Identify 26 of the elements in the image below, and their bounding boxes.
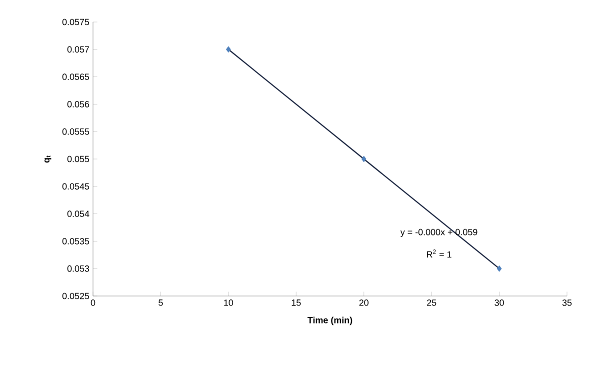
x-tick-label: 0 xyxy=(90,300,96,306)
annotation: y = -0.000x + 0.059 xyxy=(400,228,478,238)
y-tick-label: 0.056 xyxy=(67,101,90,108)
x-tick-label: 15 xyxy=(292,300,301,306)
x-tick-label: 20 xyxy=(359,300,368,306)
y-tick-label: 0.0575 xyxy=(62,18,90,26)
y-tick-label: 0.0565 xyxy=(62,74,90,80)
x-tick-label: 5 xyxy=(158,300,163,306)
x-tick-label: 30 xyxy=(494,300,504,306)
annotation: R$^{2}$ = 1 xyxy=(427,250,452,258)
y-tick-label: 0.057 xyxy=(67,46,90,53)
y-axis-title: q$_{t}$ xyxy=(44,156,52,163)
y-tick-label: 0.0525 xyxy=(62,292,90,300)
y-tick-label: 0.0535 xyxy=(62,238,90,244)
x-tick-label: 25 xyxy=(427,300,436,306)
point xyxy=(361,156,366,162)
y-tick-label: 0.053 xyxy=(67,265,90,272)
y-tick-label: 0.055 xyxy=(67,156,90,162)
y-tick-label: 0.054 xyxy=(67,210,90,217)
x-tick-label: 35 xyxy=(562,300,572,306)
x-axis-title: Time (min) xyxy=(308,316,352,326)
y-tick-label: 0.0545 xyxy=(62,183,90,190)
y-tick-label: 0.0555 xyxy=(62,128,90,135)
point xyxy=(226,46,231,53)
x-tick-label: 10 xyxy=(224,300,234,306)
point xyxy=(496,265,502,272)
